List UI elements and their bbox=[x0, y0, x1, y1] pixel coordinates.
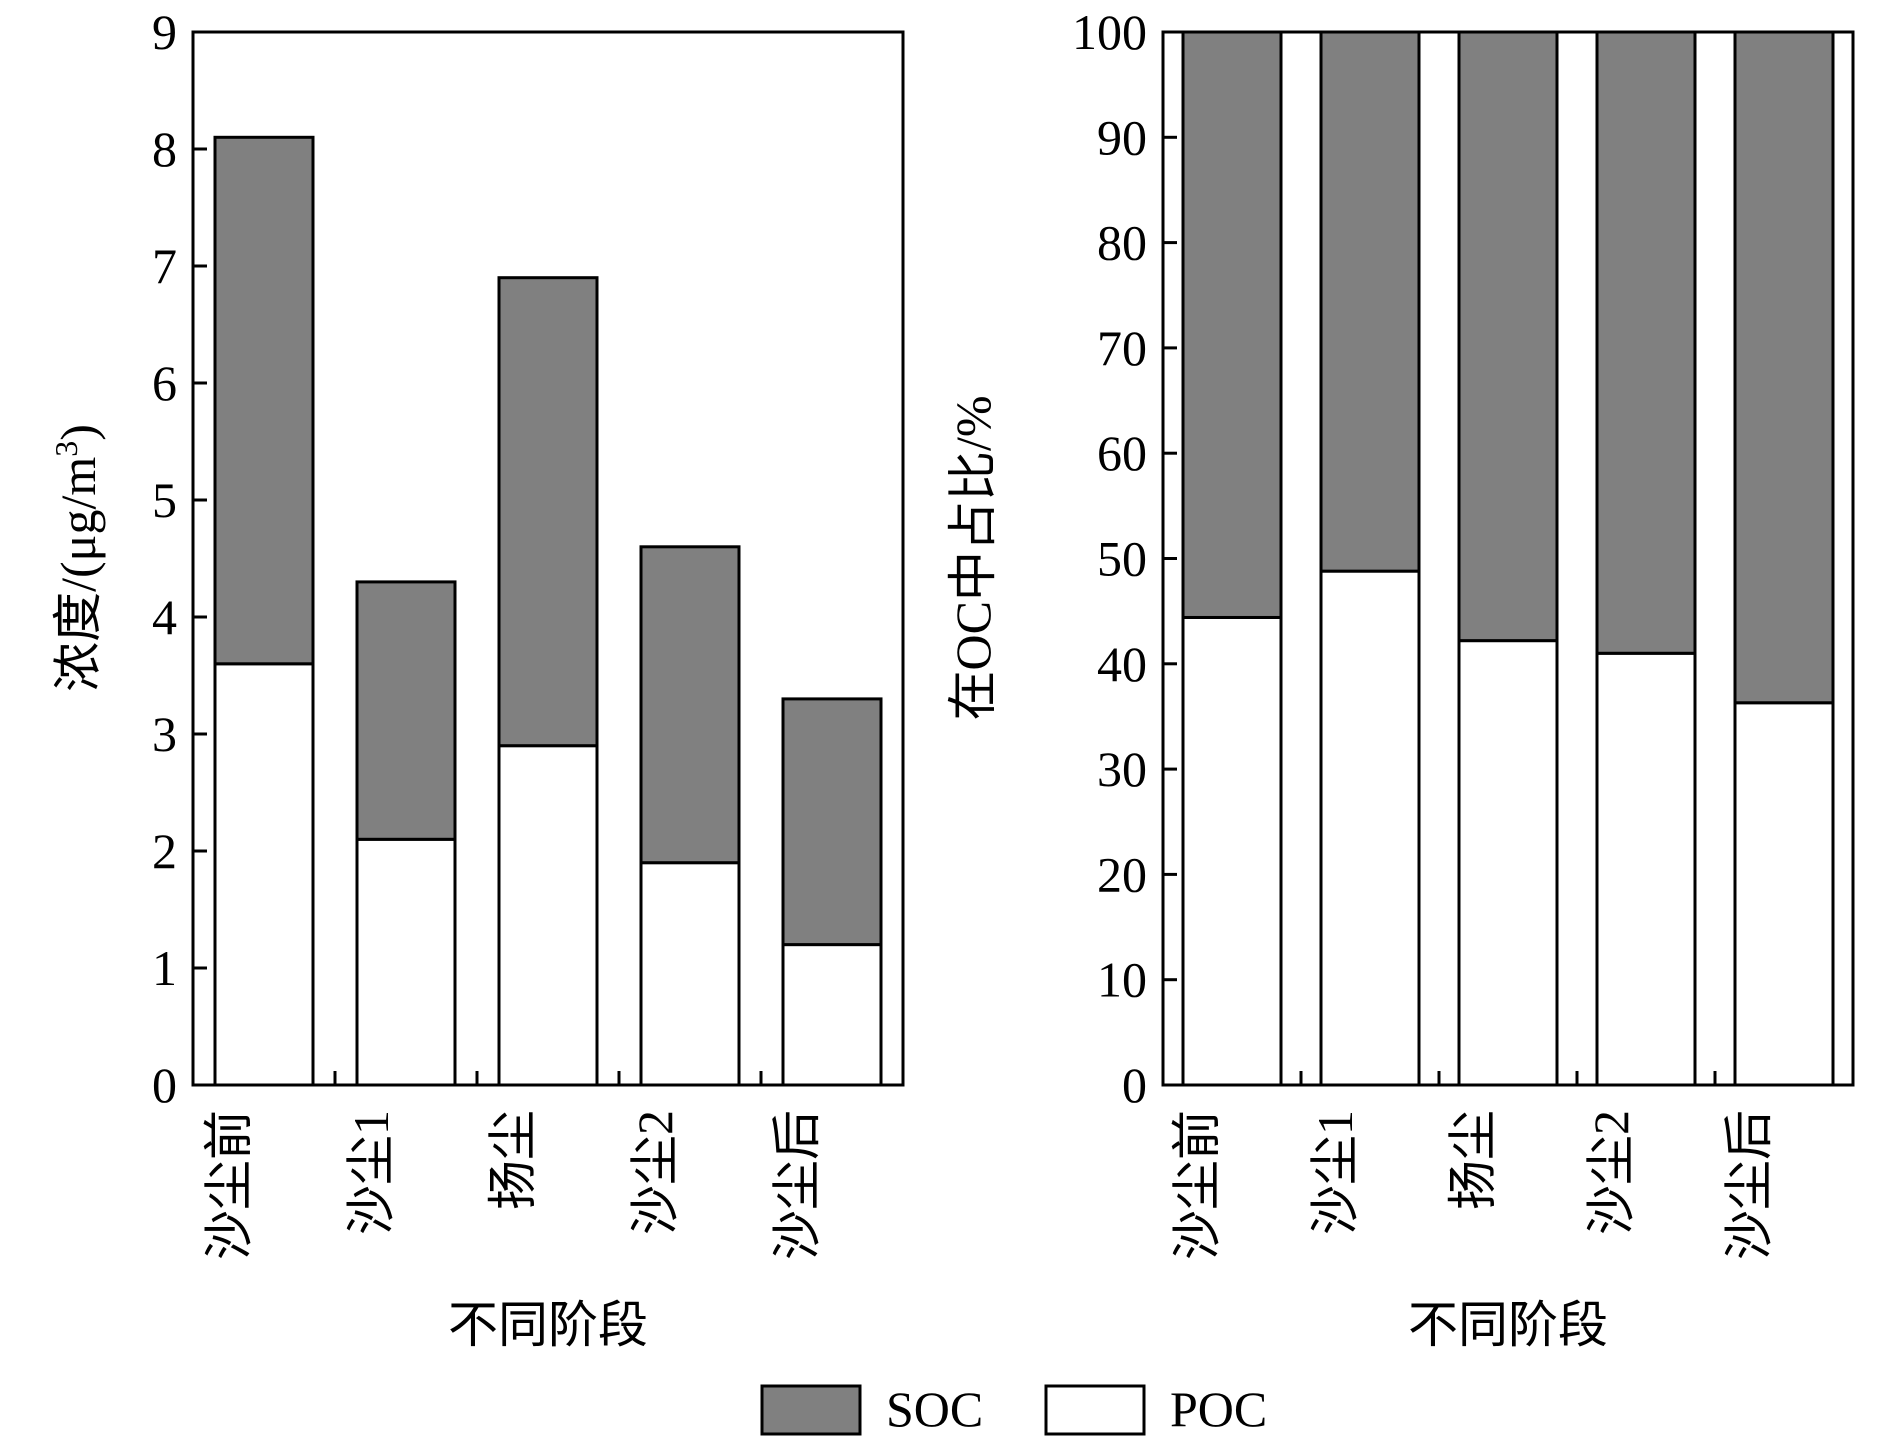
category-label: 沙尘前 bbox=[1169, 1110, 1225, 1260]
y-axis-title: 在OC中占比/% bbox=[945, 396, 1001, 721]
category-label: 沙尘前 bbox=[201, 1110, 257, 1260]
poc-bar bbox=[355, 837, 457, 1087]
y-tick-label: 4 bbox=[152, 589, 177, 645]
y-tick-label: 0 bbox=[1122, 1057, 1147, 1113]
category-label: 扬尘 bbox=[485, 1110, 541, 1210]
poc-bar bbox=[213, 662, 315, 1087]
category-label: 沙尘后 bbox=[769, 1110, 825, 1260]
poc-bar bbox=[1457, 639, 1559, 1087]
poc-bar bbox=[781, 943, 883, 1087]
poc-bar bbox=[1595, 651, 1697, 1087]
legend-swatch-soc bbox=[760, 1384, 862, 1436]
y-tick-label: 80 bbox=[1097, 215, 1147, 271]
category-label: 沙尘2 bbox=[1583, 1110, 1639, 1235]
x-axis-title: 不同阶段 bbox=[1408, 1297, 1608, 1353]
category-label: 沙尘1 bbox=[1307, 1110, 1363, 1235]
poc-bar bbox=[1319, 569, 1421, 1087]
legend-label-poc: POC bbox=[1170, 1381, 1267, 1437]
poc-bar bbox=[639, 861, 741, 1087]
y-tick-label: 8 bbox=[152, 121, 177, 177]
legend: SOC POC bbox=[760, 1381, 1267, 1437]
y-tick-label: 70 bbox=[1097, 320, 1147, 376]
y-tick-label: 5 bbox=[152, 472, 177, 528]
poc-bar bbox=[1181, 615, 1283, 1087]
plot-frame bbox=[191, 30, 905, 1087]
y-axis-title: 浓度/(μg/m3) bbox=[48, 424, 106, 692]
y-tick-label: 6 bbox=[152, 355, 177, 411]
y-tick-label: 0 bbox=[152, 1057, 177, 1113]
y-tick-label: 40 bbox=[1097, 636, 1147, 692]
legend-label-soc: SOC bbox=[886, 1381, 983, 1437]
soc-bar bbox=[781, 697, 883, 947]
y-tick-label: 1 bbox=[152, 940, 177, 996]
legend-swatch-poc bbox=[1044, 1384, 1146, 1436]
category-label: 扬尘 bbox=[1445, 1110, 1501, 1210]
y-tick-label: 30 bbox=[1097, 741, 1147, 797]
soc-bar bbox=[355, 580, 457, 841]
soc-bar bbox=[1595, 30, 1697, 655]
y-tick-label: 90 bbox=[1097, 109, 1147, 165]
y-tick-label: 7 bbox=[152, 238, 177, 294]
concentration-chart: 沙尘前 沙尘1 扬尘 沙尘2 沙尘后 0 1 2 3 4 5 6 7 8 9 浓度/(μg/m3) 不同阶段 bbox=[48, 4, 905, 1353]
soc-bar bbox=[1733, 30, 1835, 705]
y-tick-label: 3 bbox=[152, 706, 177, 762]
y-tick-label: 9 bbox=[152, 4, 177, 60]
category-label: 沙尘2 bbox=[627, 1110, 683, 1235]
y-tick-label: 60 bbox=[1097, 425, 1147, 481]
y-tick-label: 2 bbox=[152, 823, 177, 879]
plot-frame bbox=[1161, 30, 1855, 1087]
category-label: 沙尘1 bbox=[343, 1110, 399, 1235]
soc-bar bbox=[1181, 30, 1283, 619]
y-tick-label: 10 bbox=[1097, 952, 1147, 1008]
x-axis-title: 不同阶段 bbox=[448, 1297, 648, 1353]
y-tick-label: 20 bbox=[1097, 846, 1147, 902]
soc-bar bbox=[213, 135, 315, 666]
poc-bar bbox=[1733, 701, 1835, 1087]
y-tick-label: 100 bbox=[1072, 4, 1147, 60]
category-label: 沙尘后 bbox=[1721, 1110, 1777, 1260]
soc-bar bbox=[639, 545, 741, 865]
soc-bar bbox=[1457, 30, 1559, 643]
y-tick-label: 50 bbox=[1097, 531, 1147, 587]
soc-bar bbox=[497, 276, 599, 748]
ratio-chart: 沙尘前 沙尘1 扬尘 沙尘2 沙尘后 0 10 20 30 40 50 60 70 80 90 100 在OC中… bbox=[945, 4, 1855, 1353]
soc-bar bbox=[1319, 30, 1421, 573]
poc-bar bbox=[497, 744, 599, 1087]
